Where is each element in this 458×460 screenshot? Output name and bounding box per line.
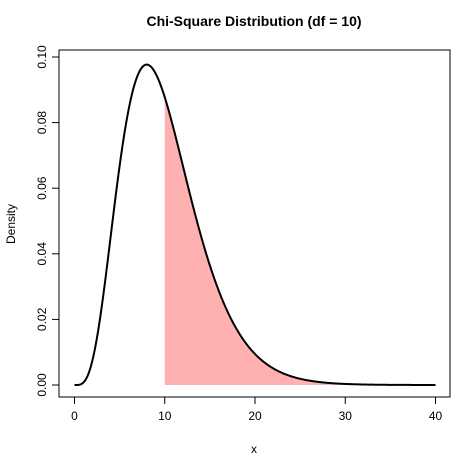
x-tick-label: 10 [158, 409, 172, 423]
y-axis-label: Density [4, 204, 18, 244]
y-axis: 0.00 0.02 0.04 0.06 0.08 0.10 [35, 45, 60, 397]
y-tick-label: 0.00 [35, 373, 49, 397]
plot-layer [74, 63, 436, 386]
y-tick-label: 0.02 [35, 307, 49, 331]
x-tick-label: 40 [429, 409, 443, 423]
plot-frame [58, 49, 451, 398]
x-tick-label: 0 [71, 409, 78, 423]
x-axis: 0 10 20 30 40 [71, 396, 443, 423]
y-tick-label: 0.10 [35, 45, 49, 69]
x-tick-label: 30 [339, 409, 353, 423]
y-tick-label: 0.06 [35, 176, 49, 200]
y-tick-label: 0.08 [35, 111, 49, 135]
shaded-area [164, 97, 436, 385]
y-tick-label: 0.04 [35, 242, 49, 266]
chart-title: Chi-Square Distribution (df = 10) [146, 13, 361, 29]
x-axis-label: x [251, 442, 257, 456]
density-curve [74, 63, 436, 386]
x-tick-label: 20 [248, 409, 262, 423]
